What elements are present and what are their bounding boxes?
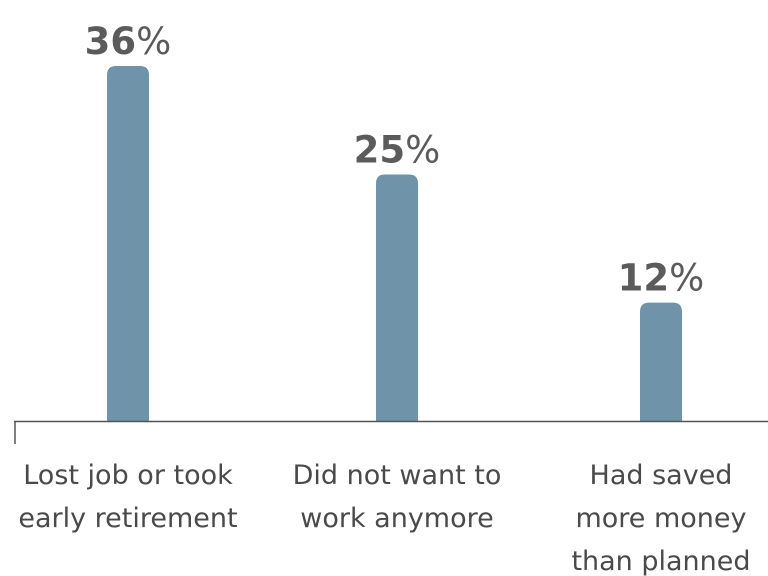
value-label-2: 12%	[618, 257, 705, 300]
category-label-line: early retirement	[18, 503, 237, 534]
bar-1	[376, 174, 418, 421]
value-number: 25	[354, 128, 406, 171]
value-label-1: 25%	[354, 128, 441, 171]
category-label-line: than planned	[571, 546, 750, 576]
category-label-line: work anymore	[300, 503, 494, 534]
category-labels-group: Lost job or took early retirement Did not …	[18, 460, 750, 576]
value-label-0: 36%	[85, 20, 172, 63]
value-unit: %	[136, 20, 171, 63]
category-label-line: Did not want to	[293, 460, 502, 491]
value-number: 36	[85, 20, 137, 63]
value-number: 12	[618, 257, 670, 300]
category-label-0: Lost job or took early retirement	[18, 460, 237, 534]
value-unit: %	[405, 128, 440, 171]
value-unit: %	[669, 257, 704, 300]
category-label-2: Had saved more money than planned	[571, 460, 750, 576]
category-label-line: more money	[575, 503, 746, 534]
x-axis	[14, 420, 768, 444]
category-label-line: Lost job or took	[23, 460, 233, 491]
value-labels-group: 36%25%12%	[85, 20, 705, 300]
bars-group	[107, 66, 682, 421]
category-label-line: Had saved	[590, 460, 733, 491]
bar-2	[640, 302, 682, 421]
bar-0	[107, 66, 149, 421]
category-label-1: Did not want to work anymore	[293, 460, 502, 534]
